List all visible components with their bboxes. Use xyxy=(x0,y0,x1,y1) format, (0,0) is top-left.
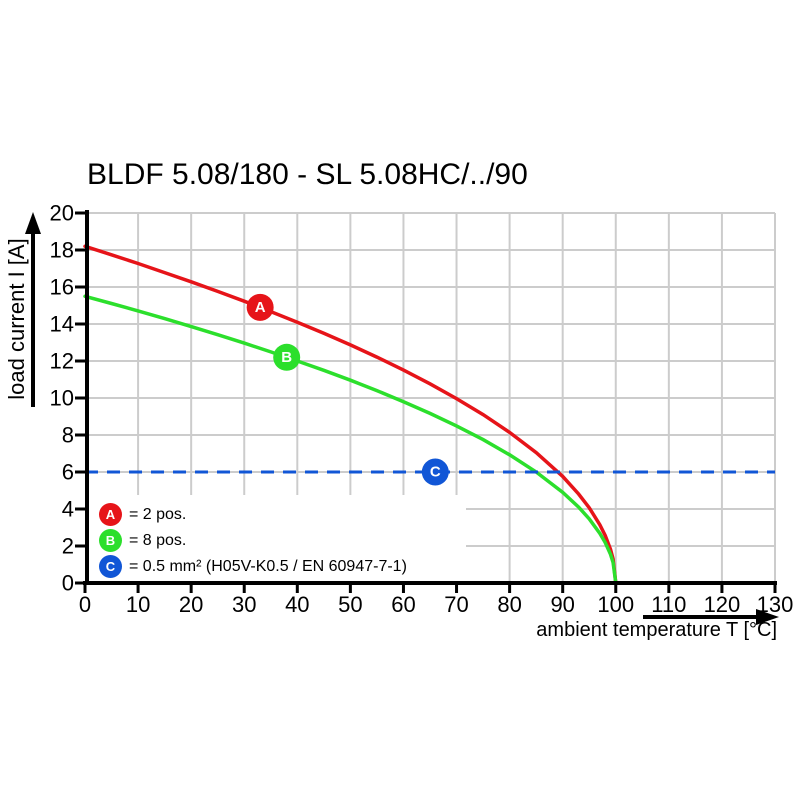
x-tick-label: 50 xyxy=(338,592,362,617)
legend-item-a: A = 2 pos. xyxy=(99,503,459,526)
y-tick-label: 18 xyxy=(50,238,74,263)
legend-marker-c-icon: C xyxy=(99,555,122,578)
x-tick-label: 90 xyxy=(550,592,574,617)
marker-c-letter: C xyxy=(430,464,441,481)
legend-item-b: B = 8 pos. xyxy=(99,529,459,552)
x-tick-label: 70 xyxy=(444,592,468,617)
tick-labels: 0 10 20 30 40 50 60 70 80 90 100 110 120 130 0 2 4 6 8 10 12… xyxy=(50,201,794,618)
tick-marks xyxy=(75,211,777,593)
y-tick-label: 6 xyxy=(62,460,74,485)
axes xyxy=(25,210,779,625)
legend-marker-a-icon: A xyxy=(99,503,122,526)
y-tick-label: 12 xyxy=(50,349,74,374)
data-series xyxy=(83,244,775,585)
x-tick-label: 20 xyxy=(179,592,203,617)
y-axis-label: load current I [A] xyxy=(4,238,29,400)
x-tick-label: 80 xyxy=(497,592,521,617)
legend-item-c: C = 0.5 mm² (H05V-K0.5 / EN 60947-7-1) xyxy=(99,555,459,578)
y-tick-label: 10 xyxy=(50,386,74,411)
curve-a xyxy=(83,244,618,585)
x-tick-label: 10 xyxy=(126,592,150,617)
legend: A = 2 pos. B = 8 pos. C = 0.5 mm² (H05V-… xyxy=(99,503,459,581)
x-tick-label: 130 xyxy=(757,592,794,617)
marker-b-circle xyxy=(273,343,301,371)
y-tick-label: 14 xyxy=(50,312,74,337)
y-tick-label: 4 xyxy=(62,497,74,522)
x-axis-label: ambient temperature T [°C] xyxy=(536,619,777,641)
curve-b xyxy=(83,294,618,585)
marker-a-circle xyxy=(246,293,274,321)
x-tick-label: 60 xyxy=(391,592,415,617)
x-tick-label: 0 xyxy=(79,592,91,617)
legend-label-c: = 0.5 mm² (H05V-K0.5 / EN 60947-7-1) xyxy=(129,557,407,575)
y-tick-label: 20 xyxy=(50,201,74,226)
x-tick-label: 100 xyxy=(597,592,634,617)
marker-c-circle xyxy=(421,458,449,486)
x-tick-label: 40 xyxy=(285,592,309,617)
legend-background xyxy=(89,495,466,581)
x-tick-label: 110 xyxy=(651,592,686,617)
legend-marker-b-icon: B xyxy=(99,529,122,552)
legend-label-b: = 8 pos. xyxy=(129,531,187,549)
legend-box xyxy=(89,495,466,581)
y-axis-arrow-icon xyxy=(25,212,41,234)
y-tick-label: 0 xyxy=(62,571,74,596)
curve-markers: A B C xyxy=(246,293,449,486)
x-tick-label: 120 xyxy=(704,592,741,617)
legend-label-a: = 2 pos. xyxy=(129,505,187,523)
y-tick-label: 16 xyxy=(50,275,74,300)
marker-a-letter: A xyxy=(255,299,266,316)
x-tick-label: 30 xyxy=(232,592,256,617)
y-tick-label: 8 xyxy=(62,423,74,448)
x-axis-arrow-icon xyxy=(756,609,779,625)
page-title: BLDF 5.08/180 - SL 5.08HC/../90 xyxy=(87,158,528,191)
y-tick-label: 2 xyxy=(62,534,74,559)
marker-b-letter: B xyxy=(281,349,292,366)
